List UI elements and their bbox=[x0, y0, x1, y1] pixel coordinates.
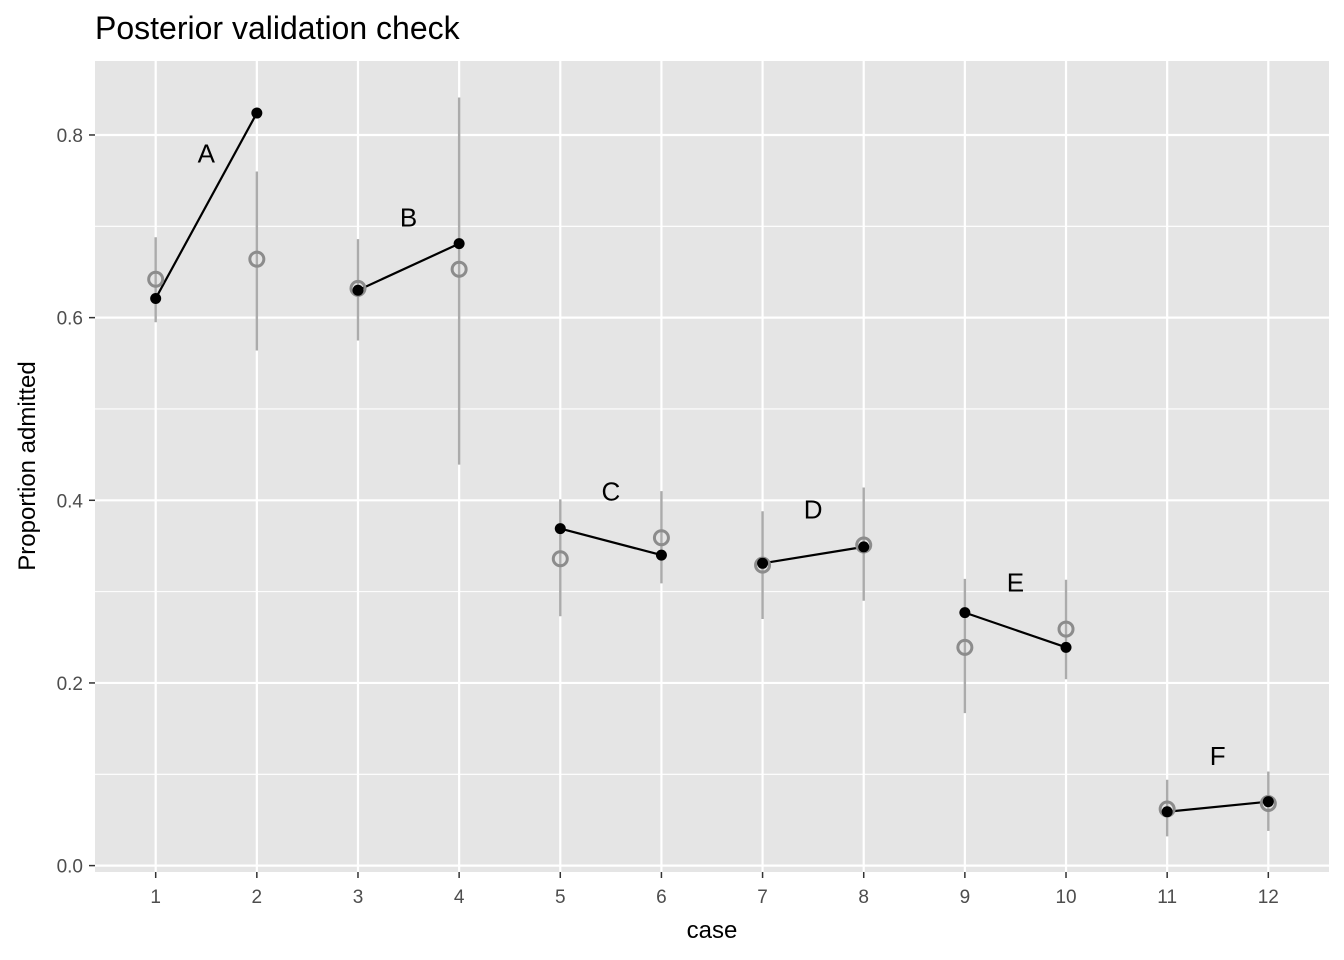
observed-point bbox=[251, 107, 263, 119]
y-tick-label: 0.0 bbox=[57, 857, 83, 878]
x-tick-label: 5 bbox=[555, 887, 566, 908]
observed-segment bbox=[154, 112, 258, 299]
observed-segments bbox=[154, 112, 1269, 813]
minor-gridlines bbox=[95, 225, 1329, 775]
predicted-point bbox=[956, 638, 974, 656]
group-label: C bbox=[601, 476, 620, 506]
prediction-intervals bbox=[154, 97, 1270, 837]
observed-segment bbox=[357, 242, 460, 292]
y-tick-label: 0.2 bbox=[57, 674, 83, 695]
y-tick-label: 0.8 bbox=[57, 126, 83, 147]
x-tick-label: 2 bbox=[252, 887, 263, 908]
plot-panel bbox=[95, 61, 1329, 872]
predicted-point bbox=[248, 250, 266, 268]
observed-point bbox=[150, 292, 162, 304]
x-tick-label: 8 bbox=[858, 887, 869, 908]
observed-point bbox=[757, 557, 769, 569]
predicted-point bbox=[450, 260, 468, 278]
x-tick-label: 3 bbox=[353, 887, 364, 908]
predicted-point bbox=[652, 529, 670, 547]
x-tick-label: 12 bbox=[1258, 887, 1279, 908]
observed-point bbox=[1060, 641, 1072, 653]
chart-title: Posterior validation check bbox=[95, 10, 461, 46]
observed-segment bbox=[1167, 800, 1269, 813]
observed-point bbox=[858, 541, 870, 553]
x-tick-label: 10 bbox=[1055, 887, 1076, 908]
observed-point bbox=[1262, 796, 1274, 808]
y-tick-label: 0.4 bbox=[57, 491, 84, 512]
group-label: B bbox=[400, 202, 417, 232]
group-label: D bbox=[804, 495, 823, 525]
x-tick-label: 4 bbox=[454, 887, 465, 908]
observed-point bbox=[655, 549, 667, 561]
observed-points bbox=[150, 107, 1274, 818]
group-labels: A B C D E F bbox=[198, 138, 1226, 771]
x-axis-title: case bbox=[687, 917, 738, 944]
y-axis-title: Proportion admitted bbox=[14, 361, 41, 570]
group-label: E bbox=[1007, 568, 1024, 598]
y-axis: 0.0 0.2 0.4 0.6 0.8 bbox=[57, 126, 95, 878]
predicted-point bbox=[1057, 620, 1075, 638]
observed-point bbox=[1161, 806, 1173, 818]
observed-point bbox=[453, 238, 465, 250]
observed-point bbox=[352, 284, 364, 296]
predicted-point bbox=[551, 550, 569, 568]
predicted-point bbox=[147, 270, 165, 288]
observed-segment bbox=[964, 611, 1067, 649]
x-axis: 1 2 3 4 5 6 7 8 9 10 11 12 bbox=[150, 872, 1279, 908]
observed-segment bbox=[762, 545, 864, 565]
x-tick-label: 7 bbox=[757, 887, 768, 908]
x-tick-label: 9 bbox=[960, 887, 971, 908]
observed-point bbox=[554, 523, 566, 535]
group-label: F bbox=[1210, 741, 1226, 771]
observed-point bbox=[959, 607, 971, 619]
x-tick-label: 6 bbox=[656, 887, 667, 908]
x-tick-label: 1 bbox=[150, 887, 161, 908]
observed-segment bbox=[560, 527, 662, 557]
x-tick-label: 11 bbox=[1157, 887, 1177, 908]
group-label: A bbox=[198, 138, 216, 168]
y-tick-label: 0.6 bbox=[57, 309, 83, 330]
